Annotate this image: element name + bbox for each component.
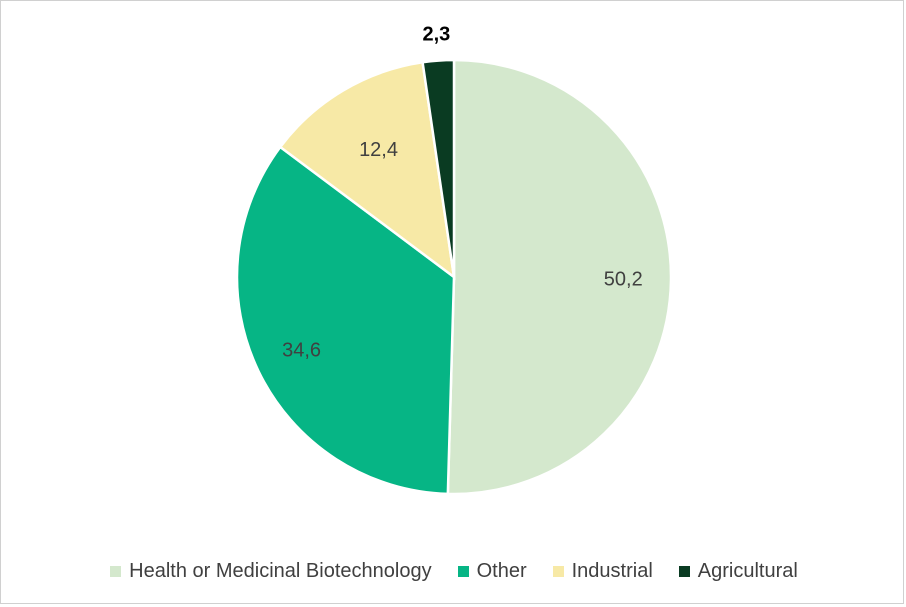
data-label-health-or-medicinal-biotechnology: 50,2	[604, 268, 643, 290]
pie-slice-agricultural	[421, 58, 456, 278]
legend-item-health-or-medicinal-biotechnology: Health or Medicinal Biotechnology	[110, 559, 432, 583]
legend-item-agricultural: Agricultural	[678, 559, 798, 583]
legend-item-industrial: Industrial	[552, 559, 653, 583]
legend: Health or Medicinal Biotechnology Other In…	[1, 558, 906, 584]
legend-label: Other	[476, 559, 527, 582]
legend-label: Agricultural	[697, 559, 798, 582]
legend-swatch	[678, 565, 690, 577]
legend-swatch	[457, 565, 469, 577]
legend-swatch	[110, 565, 122, 577]
data-label-agricultural: 2,3	[422, 24, 450, 46]
data-label-industrial: 12,4	[359, 139, 398, 161]
legend-label: Industrial	[571, 559, 653, 582]
legend-label: Health or Medicinal Biotechnology	[129, 559, 432, 582]
pie-slice-other	[235, 145, 456, 496]
data-label-other: 34,6	[282, 340, 321, 362]
legend-swatch	[552, 565, 564, 577]
legend-item-other: Other	[457, 559, 527, 583]
pie-slice-health-or-medicinal-biotechnology	[446, 58, 673, 496]
pie-slice-industrial	[278, 60, 456, 280]
